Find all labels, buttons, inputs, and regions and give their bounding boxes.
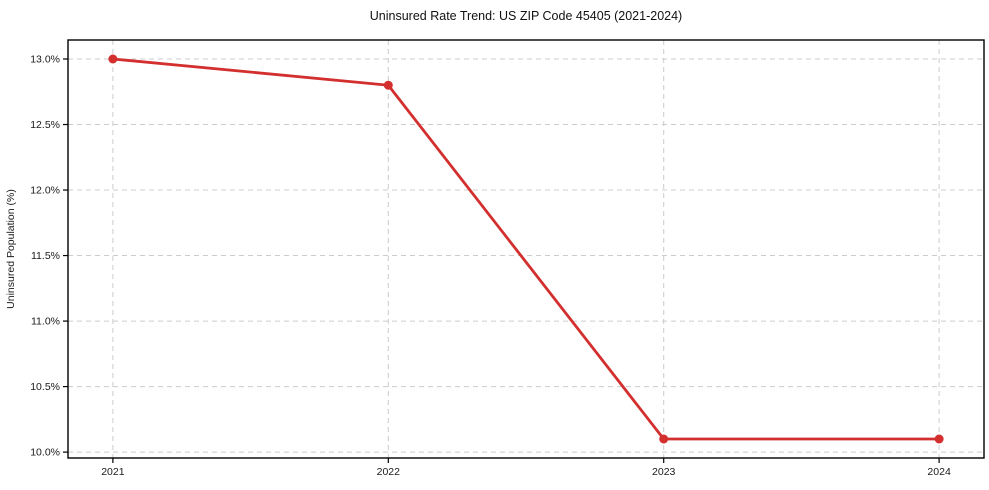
- y-tick-label: 12.5%: [30, 119, 60, 131]
- x-tick-label: 2023: [652, 466, 676, 478]
- y-tick-label: 12.0%: [30, 185, 60, 197]
- y-tick-label: 10.5%: [30, 381, 60, 393]
- data-series: [108, 54, 944, 444]
- data-point-marker: [108, 54, 118, 64]
- data-point-marker: [383, 80, 393, 90]
- y-tick-label: 11.0%: [31, 316, 60, 328]
- y-axis-label: Uninsured Population (%): [5, 189, 17, 309]
- y-tick-label: 10.0%: [30, 447, 60, 459]
- data-point-marker: [934, 434, 944, 444]
- chart-title: Uninsured Rate Trend: US ZIP Code 45405 …: [370, 9, 682, 23]
- x-tick-label: 2021: [101, 466, 125, 478]
- data-point-marker: [659, 434, 669, 444]
- x-tick-label: 2022: [377, 466, 401, 478]
- plot-frame: [67, 39, 985, 459]
- axes: 10.0% 10.5% 11.0% 11.5% 12.0% 12.5% 13.0% 2021 2…: [30, 39, 985, 478]
- x-tick-label: 2024: [927, 466, 951, 478]
- y-tick-label: 13.0%: [30, 54, 60, 66]
- y-tick-label: 11.5%: [31, 250, 60, 262]
- trend-line: [111, 57, 941, 441]
- gridlines: [68, 40, 984, 458]
